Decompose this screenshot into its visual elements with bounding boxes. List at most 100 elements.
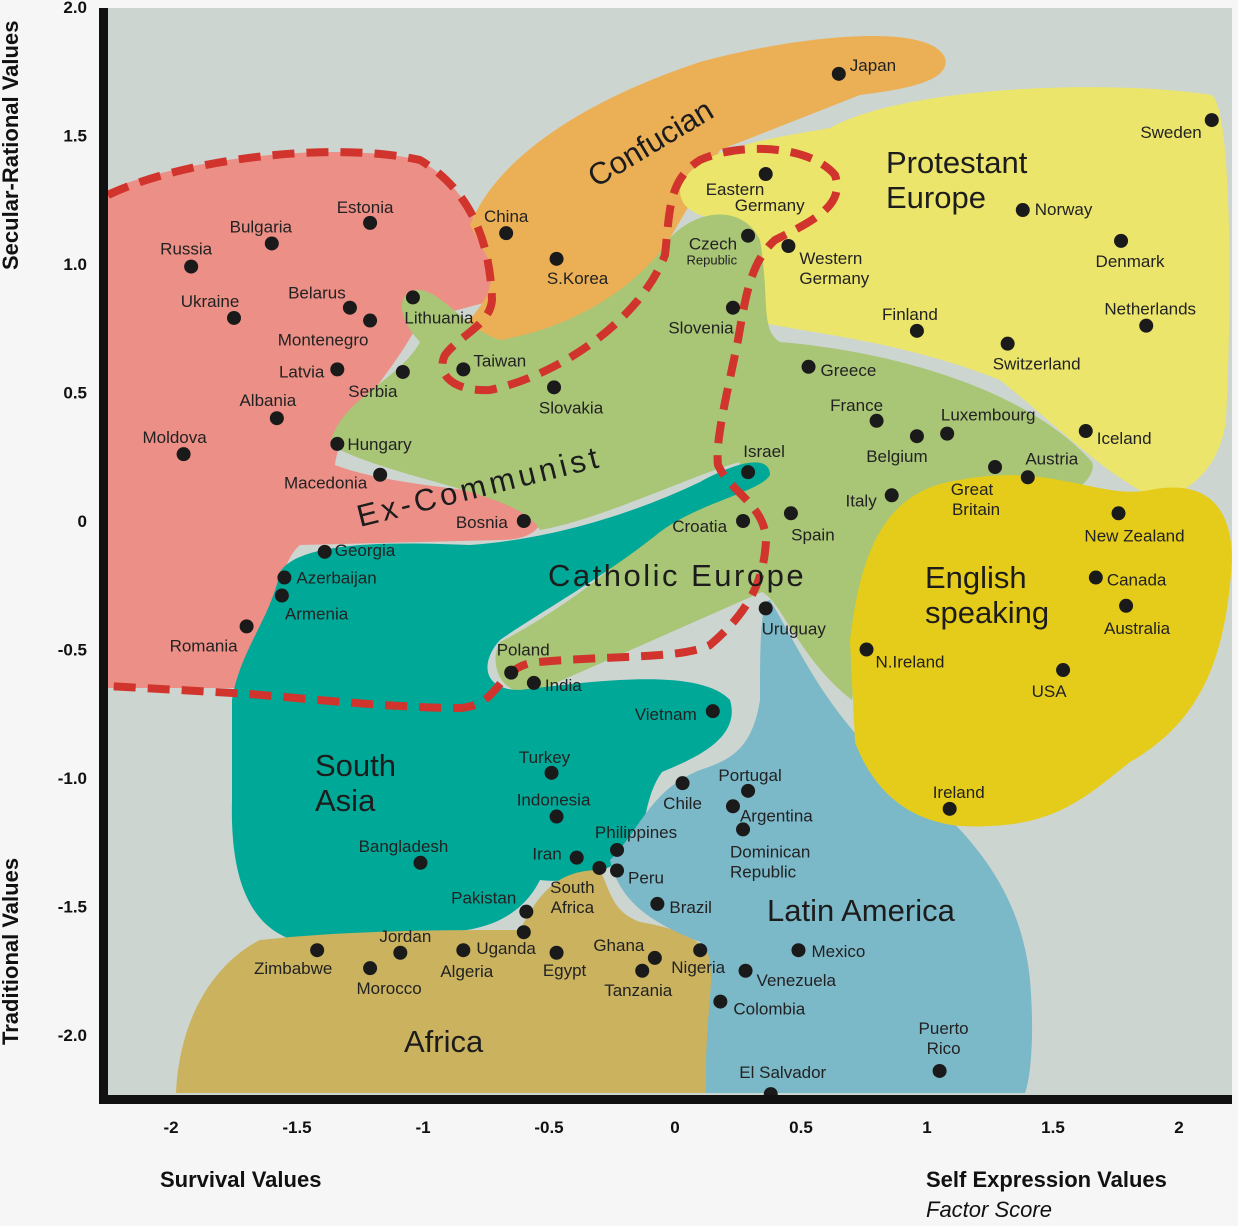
country-label: France [830, 396, 883, 415]
country-point: Pakistan [451, 889, 534, 919]
country-point: Iceland [1078, 424, 1152, 448]
country-point: Peru [610, 863, 664, 888]
country-point: Ireland [933, 783, 985, 816]
country-label: Pakistan [451, 889, 516, 908]
country-point: South Africa [550, 860, 607, 917]
country-point: Bosnia [456, 513, 531, 532]
country-label: Luxembourg [941, 406, 1036, 425]
country-dot [1000, 336, 1015, 351]
region-layer [108, 35, 1232, 1093]
country-point: Hungary [330, 435, 412, 454]
country-dot [277, 570, 292, 585]
country-dot [176, 447, 191, 462]
country-label: Turkey [519, 748, 571, 767]
country-label: Russia [160, 240, 213, 259]
country-label: Dominican Republic [730, 842, 810, 881]
country-dot [1119, 598, 1134, 613]
country-label: Ireland [933, 783, 985, 802]
country-point: Croatia [672, 514, 751, 536]
y-tick-label: -1.0 [58, 769, 87, 788]
country-dot [363, 961, 378, 976]
country-dot [736, 514, 751, 528]
country-dot [1204, 113, 1219, 128]
country-label: Finland [882, 305, 938, 324]
country-point: Netherlands [1104, 300, 1196, 333]
country-point: N.Ireland [859, 642, 945, 672]
country-label: China [484, 207, 529, 226]
country-dot [549, 251, 564, 266]
country-point: Lithuania [404, 290, 474, 327]
country-label: Ukraine [181, 292, 240, 311]
country-point: Latvia [279, 362, 345, 381]
country-dot [610, 842, 625, 857]
country-dot [549, 809, 564, 824]
country-point: New Zealand [1084, 506, 1185, 545]
x-tick-label: -0.5 [534, 1118, 563, 1137]
country-dot [869, 413, 884, 428]
country-point: Puerto Rico [919, 1019, 969, 1078]
region-label-latin-america: Latin America [767, 893, 956, 928]
country-dot [909, 429, 924, 444]
country-dot [741, 465, 756, 480]
country-label: Belarus [288, 284, 346, 303]
country-dot [363, 215, 378, 230]
country-point: Colombia [713, 994, 806, 1019]
country-dot [516, 925, 531, 940]
country-point: Australia [1104, 598, 1171, 638]
country-point: Spain [783, 506, 835, 544]
country-dot [650, 896, 665, 911]
country-dot [227, 310, 241, 325]
country-dot [456, 362, 471, 377]
country-label: Western Germany [799, 249, 869, 288]
country-point: Egypt [543, 945, 587, 980]
country-label: Georgia [335, 541, 396, 560]
x-tick-label: 2 [1174, 1118, 1183, 1137]
country-label: Albania [239, 391, 296, 410]
x-axis-label-right: Self Expression Values [926, 1167, 1167, 1192]
country-point: Indonesia [517, 791, 591, 824]
country-point: France [830, 396, 884, 428]
country-label: Eastern Germany [706, 180, 805, 215]
country-dot [569, 850, 584, 865]
country-dot [1015, 203, 1030, 218]
country-dot [413, 855, 428, 870]
y-tick-label: 1.5 [63, 127, 87, 146]
country-label: Spain [791, 525, 834, 544]
country-point: Georgia [317, 541, 396, 560]
country-label: Slovenia [668, 319, 734, 338]
x-tick-label: 0.5 [789, 1118, 813, 1137]
country-dot [264, 236, 279, 251]
country-point: Estonia [337, 198, 394, 230]
country-point: Dominican Republic [730, 822, 810, 881]
country-dot [635, 963, 650, 978]
country-label: Belgium [866, 447, 927, 466]
country-dot [519, 904, 534, 919]
country-dot [705, 704, 720, 719]
country-label: India [545, 676, 582, 695]
country-dot [504, 665, 519, 680]
country-point: Moldova [142, 428, 207, 462]
country-point: Finland [882, 305, 938, 338]
country-point: Turkey [519, 748, 571, 780]
country-dot [456, 943, 471, 958]
country-points: Japan Sweden Eastern Germany Norway Denmark Ch… [142, 56, 1219, 1102]
country-point: Italy [846, 488, 899, 510]
country-point: Armenia [274, 588, 349, 624]
country-point: Israel [741, 442, 785, 480]
country-point: Tanzania [604, 963, 673, 1000]
country-label: Uruguay [762, 619, 827, 638]
country-label: Zimbabwe [254, 959, 332, 978]
country-dot [610, 863, 625, 878]
country-dot [791, 943, 806, 958]
country-dot [909, 323, 924, 338]
region-ex-communist [108, 151, 542, 688]
x-axis-sublabel: Factor Score [926, 1197, 1052, 1222]
country-dot [317, 544, 332, 559]
country-label: Jordan [379, 927, 431, 946]
country-point: Argentina [725, 799, 813, 825]
region-latin-america [610, 600, 1033, 1093]
country-label: South Africa [550, 878, 594, 917]
country-point: India [526, 675, 582, 695]
country-dot [693, 943, 708, 958]
country-dot [758, 601, 773, 616]
